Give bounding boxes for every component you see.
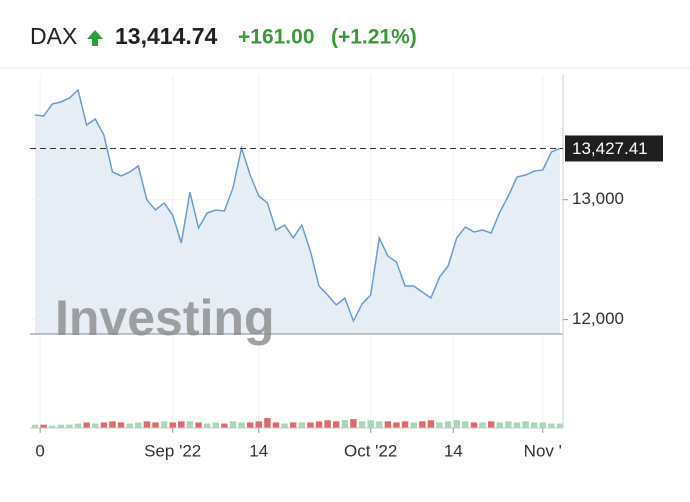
volume-bar — [496, 422, 503, 428]
volume-bar — [341, 420, 349, 428]
volume-bar — [401, 421, 409, 428]
watermark: Investing — [55, 290, 274, 346]
volume-bar — [289, 422, 297, 428]
volume-bar — [453, 420, 460, 428]
last-value-label: 13,427.41 — [572, 139, 648, 158]
volume-bar — [350, 419, 357, 428]
y-tick-label: 12,000 — [572, 309, 624, 328]
volume-bar — [264, 418, 271, 428]
symbol: DAX — [30, 23, 77, 49]
volume-bar — [333, 421, 340, 428]
volume-bar — [40, 424, 47, 428]
volume-bar — [548, 423, 555, 428]
x-tick-label: 14 — [249, 441, 268, 460]
volume-bar — [135, 422, 142, 428]
volume-bar — [427, 420, 435, 428]
price-line — [34, 88, 561, 323]
volume-bar — [556, 423, 564, 428]
volume-bar — [83, 422, 90, 428]
volume-bar — [152, 422, 159, 428]
area-fill — [35, 89, 560, 334]
x-tick-label: Nov ' — [524, 441, 562, 460]
x-tick-label: 0 — [35, 441, 44, 460]
volume-bar — [479, 422, 486, 428]
volume-bar — [229, 421, 237, 428]
change-pct: (+1.21%) — [331, 26, 417, 49]
volume-bar — [436, 422, 443, 428]
volume-bar — [298, 422, 306, 428]
volume-bar — [393, 422, 400, 428]
volume-bar — [419, 421, 426, 428]
volume-bar — [100, 422, 108, 428]
volume-bar — [367, 420, 374, 428]
volume-bar — [203, 423, 211, 428]
volume-bar — [324, 420, 331, 428]
volume-bar — [272, 422, 280, 428]
volume-bar — [48, 425, 56, 428]
volume-bar — [109, 421, 116, 428]
volume-bar — [522, 421, 529, 428]
y-tick-label: 13,000 — [572, 189, 624, 208]
volume-bar — [74, 423, 82, 428]
volume-bar — [315, 421, 323, 428]
change: +161.00 — [238, 26, 315, 49]
volume-bar — [444, 421, 452, 428]
volume-bar — [66, 424, 73, 428]
volume-bar — [307, 422, 314, 428]
up-arrow — [87, 30, 103, 46]
volume-bar — [376, 421, 383, 428]
volume-bar — [160, 421, 168, 428]
x-tick-label: 14 — [444, 441, 463, 460]
volume-bar — [384, 421, 392, 428]
volume-bar — [169, 422, 176, 428]
volume-bar — [195, 422, 202, 428]
volume-bar — [513, 422, 521, 428]
volume-bar — [530, 422, 538, 428]
volume-bar — [505, 421, 512, 428]
last-value-box — [565, 135, 663, 162]
volume-bar — [92, 423, 99, 428]
x-tick-label: Oct '22 — [344, 441, 397, 460]
volume-bar — [281, 423, 288, 428]
volume-bar — [31, 424, 39, 428]
volume-bar — [57, 424, 65, 428]
volume-bar — [212, 422, 219, 428]
volume-bar — [186, 421, 194, 428]
volume-bar — [255, 421, 262, 428]
volume-bar — [143, 421, 151, 428]
volume-bar — [410, 422, 417, 428]
volume-bar — [126, 423, 133, 428]
volume-bar — [221, 423, 228, 428]
volume-bar — [539, 422, 547, 428]
x-tick-label: Sep '22 — [144, 441, 201, 460]
volume-bar — [462, 421, 469, 428]
volume-bar — [246, 422, 254, 428]
volume-bar — [358, 421, 366, 428]
volume-bar — [178, 421, 185, 428]
price: 13,414.74 — [115, 23, 218, 49]
volume-bar — [238, 422, 245, 428]
volume-bar — [487, 421, 495, 428]
volume-bar — [470, 422, 478, 428]
volume-bar — [117, 422, 125, 428]
